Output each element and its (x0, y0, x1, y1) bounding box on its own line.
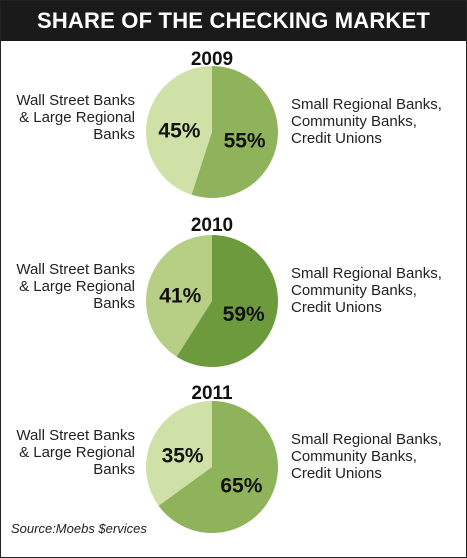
category-label: Small Regional Banks, Community Banks, C… (291, 265, 442, 316)
pie-title: 2010 (190, 215, 234, 236)
pie-slice (158, 401, 278, 533)
category-label: Small Regional Banks, Community Banks, C… (291, 431, 442, 482)
value-label: 65% (220, 475, 262, 498)
value-label: 45% (158, 119, 200, 142)
pie-title: 2011 (191, 383, 233, 404)
pie-slice (176, 235, 278, 367)
pie: 35% 65% (146, 401, 278, 533)
category-label: Wall Street Banks & Large Regional Banks (16, 427, 135, 478)
pie: 45% 55% (145, 66, 278, 198)
pie-title: 2009 (190, 49, 234, 70)
category-label: Small Regional Banks, Community Banks, C… (291, 96, 442, 147)
source: Source:Moebs $ervices (11, 521, 147, 536)
pie-slice (146, 235, 212, 357)
category-label: Wall Street Banks & Large Regional Banks (16, 261, 135, 312)
category-label: Wall Street Banks & Large Regional Banks (16, 92, 135, 143)
value-label: 55% (224, 130, 266, 153)
value-label: 59% (223, 303, 265, 326)
value-label: 41% (159, 284, 201, 307)
pie-slice (146, 401, 212, 506)
title: SHARE OF THE CHECKING MARKET (1, 1, 466, 41)
pie: 41% 59% (146, 235, 278, 367)
pie-slice (145, 66, 212, 195)
pie-slice (191, 66, 278, 198)
value-label: 35% (162, 445, 204, 468)
